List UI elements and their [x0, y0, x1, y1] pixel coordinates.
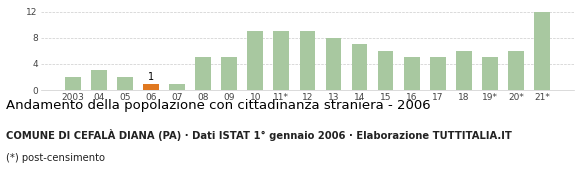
Text: 1: 1 — [148, 72, 154, 82]
Bar — [195, 57, 211, 90]
Bar — [91, 71, 107, 90]
Bar — [300, 31, 315, 90]
Bar — [274, 31, 289, 90]
Bar — [351, 44, 367, 90]
Bar — [143, 84, 159, 90]
Bar — [222, 57, 237, 90]
Bar — [325, 38, 341, 90]
Bar — [378, 51, 393, 90]
Bar — [456, 51, 472, 90]
Bar — [117, 77, 133, 90]
Bar — [248, 31, 263, 90]
Bar — [508, 51, 524, 90]
Bar — [430, 57, 445, 90]
Bar — [169, 84, 185, 90]
Text: (*) post-censimento: (*) post-censimento — [6, 153, 105, 163]
Bar — [534, 12, 550, 90]
Bar — [65, 77, 81, 90]
Text: Andamento della popolazione con cittadinanza straniera - 2006: Andamento della popolazione con cittadin… — [6, 99, 430, 112]
Bar — [404, 57, 419, 90]
Text: COMUNE DI CEFALÀ DIANA (PA) · Dati ISTAT 1° gennaio 2006 · Elaborazione TUTTITAL: COMUNE DI CEFALÀ DIANA (PA) · Dati ISTAT… — [6, 129, 512, 141]
Bar — [482, 57, 498, 90]
